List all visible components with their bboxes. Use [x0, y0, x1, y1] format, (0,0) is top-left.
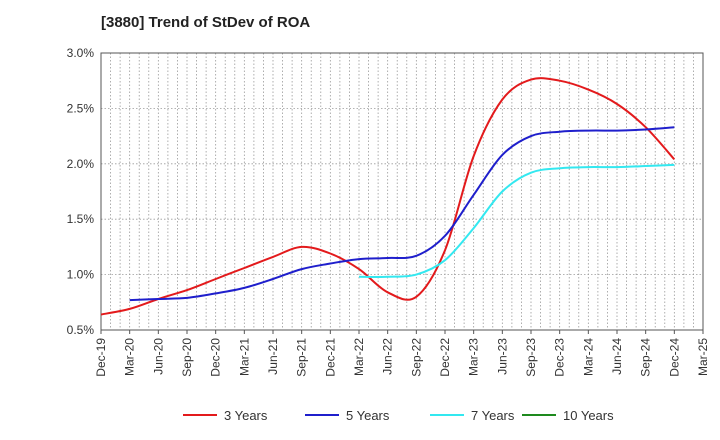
x-tick-label: Dec-22: [438, 338, 452, 377]
x-tick-label: Dec-23: [553, 338, 567, 377]
y-tick-label: 2.5%: [67, 101, 95, 115]
x-tick-label: Mar-21: [237, 338, 251, 376]
y-tick-label: 1.0%: [67, 268, 95, 282]
x-tick-label: Jun-20: [151, 338, 165, 375]
x-tick-label: Sep-20: [180, 338, 194, 377]
series-line-5-years: [129, 126, 675, 302]
x-tick-label: Dec-21: [323, 338, 337, 377]
x-tick-label: Jun-21: [266, 338, 280, 375]
x-tick-label: Mar-25: [696, 338, 710, 376]
x-tick-label: Dec-19: [94, 338, 108, 377]
y-tick-label: 3.0%: [67, 46, 95, 60]
x-tick-label: Jun-24: [610, 338, 624, 375]
x-tick-label: Sep-23: [524, 338, 538, 377]
y-tick-label: 1.5%: [67, 212, 95, 226]
x-tick-label: Jun-23: [495, 338, 509, 375]
chart-title: [3880] Trend of StDev of ROA: [101, 14, 311, 31]
series-line-7-years: [358, 163, 675, 278]
x-tick-label: Mar-24: [581, 338, 595, 376]
x-tick-label: Sep-24: [639, 338, 653, 377]
x-tick-label: Mar-22: [352, 338, 366, 376]
y-tick-label: 2.0%: [67, 157, 95, 171]
y-tick-label: 0.5%: [67, 323, 95, 337]
legend-label-3-years: 3 Years: [224, 408, 268, 423]
x-tick-label: Sep-21: [295, 338, 309, 377]
x-tick-label: Dec-20: [209, 338, 223, 377]
x-tick-label: Mar-23: [467, 338, 481, 376]
x-tick-label: Mar-20: [123, 338, 137, 376]
x-tick-label: Dec-24: [667, 338, 681, 377]
legend-label-5-years: 5 Years: [346, 408, 390, 423]
series-line-3-years: [100, 77, 676, 316]
legend-label-7-years: 7 Years: [471, 408, 515, 423]
x-tick-label: Sep-22: [409, 338, 423, 377]
x-tick-label: Jun-22: [381, 338, 395, 375]
plot-area-border: [100, 52, 704, 331]
legend-label-10-years: 10 Years: [563, 408, 614, 423]
